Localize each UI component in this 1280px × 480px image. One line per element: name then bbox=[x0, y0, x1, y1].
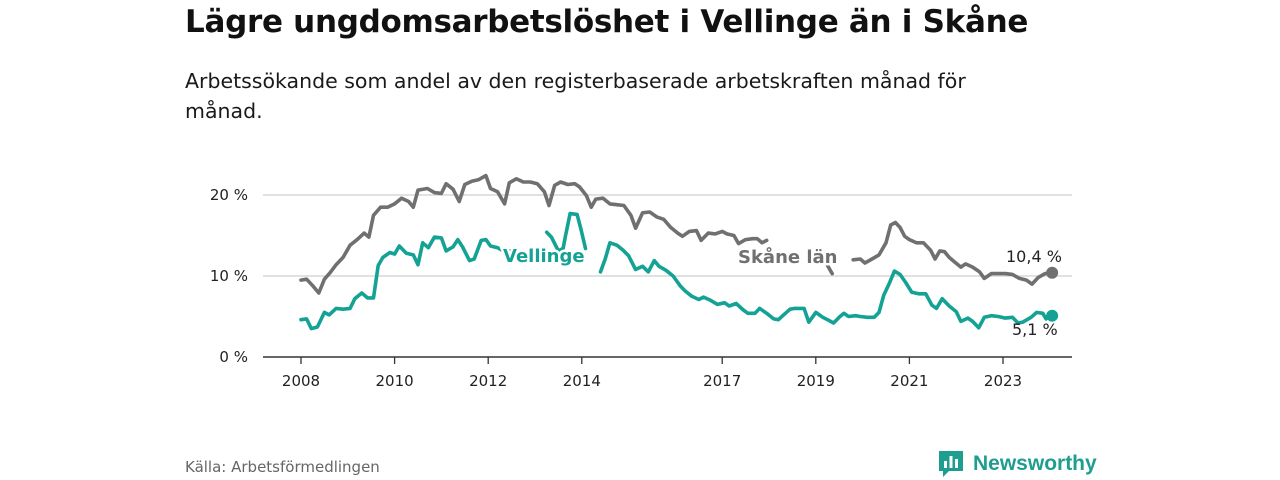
x-tick-label: 2023 bbox=[984, 372, 1022, 390]
y-tick-label: 20 % bbox=[210, 186, 248, 204]
y-tick-label: 10 % bbox=[210, 267, 248, 285]
skane-lan-end-marker bbox=[1046, 266, 1059, 279]
x-tick-label: 2008 bbox=[282, 372, 320, 390]
series-label-vellinge: Vellinge bbox=[503, 246, 585, 267]
vellinge-end-marker bbox=[1046, 309, 1059, 322]
end-value-skane-lan: 10,4 % bbox=[1006, 247, 1062, 266]
x-tick-label: 2014 bbox=[563, 372, 601, 390]
skane-lan-line bbox=[818, 257, 834, 276]
vellinge-line bbox=[598, 241, 1054, 330]
x-tick-label: 2021 bbox=[890, 372, 928, 390]
vellinge-line bbox=[544, 211, 588, 253]
newsworthy-logo: Newsworthy bbox=[937, 448, 1097, 480]
skane-lan-line bbox=[299, 173, 769, 295]
x-tick-label: 2019 bbox=[797, 372, 835, 390]
end-value-vellinge: 5,1 % bbox=[1012, 320, 1058, 339]
skane-lan-line bbox=[851, 220, 1054, 286]
x-tick-label: 2017 bbox=[703, 372, 741, 390]
y-tick-label: 0 % bbox=[219, 348, 248, 366]
x-tick-label: 2012 bbox=[469, 372, 507, 390]
newsworthy-icon bbox=[939, 451, 963, 477]
series-label-skane-lan: Skåne län bbox=[738, 246, 838, 268]
brand-name: Newsworthy bbox=[973, 452, 1097, 475]
x-tick-label: 2010 bbox=[376, 372, 414, 390]
chart-title: Lägre ungdomsarbetslöshet i Vellinge än … bbox=[185, 4, 1029, 40]
source-note: Källa: Arbetsförmedlingen bbox=[185, 458, 380, 476]
vellinge-line bbox=[299, 235, 524, 331]
chart-subtitle: Arbetssökande som andel av den registerb… bbox=[185, 69, 966, 123]
